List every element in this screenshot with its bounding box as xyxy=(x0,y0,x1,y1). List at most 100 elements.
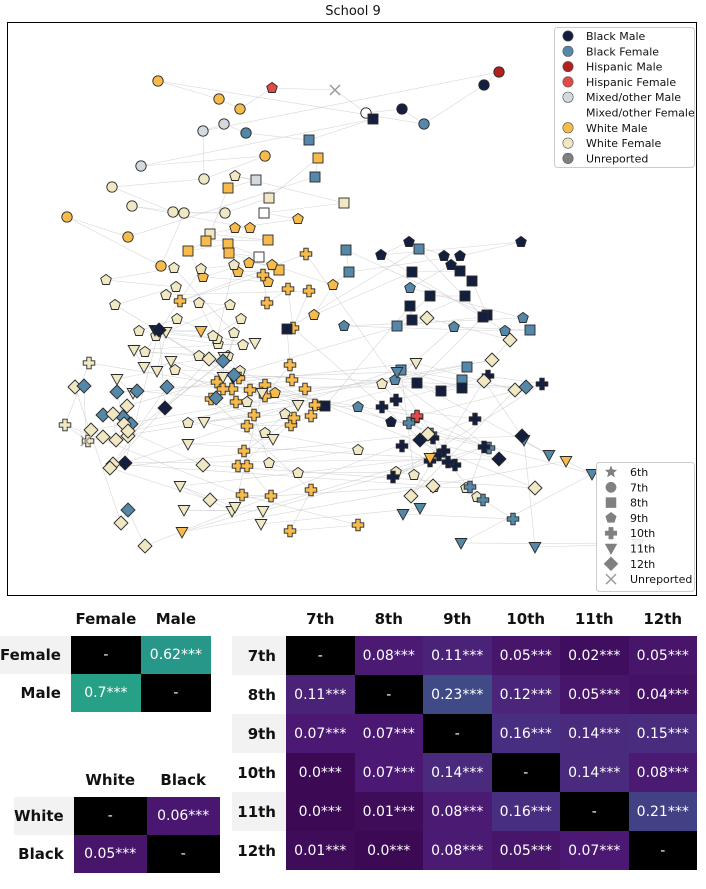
node xyxy=(409,358,423,370)
node xyxy=(200,235,212,247)
node xyxy=(266,434,280,446)
column-header: 11th xyxy=(560,602,629,636)
heatmap-cell: 0.01*** xyxy=(286,831,355,870)
edge xyxy=(416,416,490,449)
edge xyxy=(183,509,233,512)
edge xyxy=(232,377,593,475)
edge xyxy=(112,386,168,465)
node xyxy=(515,235,527,247)
node xyxy=(256,506,270,518)
node xyxy=(120,423,136,439)
node xyxy=(106,181,118,193)
node xyxy=(279,407,291,419)
legend-label: Hispanic Male xyxy=(586,61,663,74)
node xyxy=(177,505,191,517)
node xyxy=(263,192,275,204)
edge xyxy=(400,369,463,381)
node xyxy=(175,527,189,539)
node xyxy=(291,400,305,412)
node xyxy=(406,314,418,326)
node xyxy=(517,311,529,323)
race-heatmap: White Black White -0.06*** Black 0.05*** - xyxy=(14,763,220,873)
edge xyxy=(289,524,359,532)
edge xyxy=(246,417,295,427)
node xyxy=(283,524,297,538)
edge xyxy=(144,433,429,547)
node xyxy=(413,243,425,255)
node xyxy=(108,432,124,448)
node xyxy=(454,538,468,550)
node xyxy=(396,103,408,115)
row-header: Female xyxy=(0,636,71,674)
edge xyxy=(224,197,270,214)
node xyxy=(178,207,190,219)
legend-label: 7th xyxy=(630,481,648,494)
edge xyxy=(187,438,274,445)
edge xyxy=(187,243,229,252)
legend-swatch xyxy=(604,543,618,556)
plot-frame xyxy=(7,22,697,596)
edge xyxy=(109,467,211,501)
node xyxy=(585,469,599,481)
node xyxy=(448,320,460,332)
edge xyxy=(131,205,251,229)
edge xyxy=(124,362,417,464)
heatmap-row: Black 0.05*** - xyxy=(14,835,220,873)
node xyxy=(477,311,489,323)
edge xyxy=(157,80,425,125)
edge xyxy=(160,212,185,267)
sex-heatmap: Female Male Female -0.62*** Male 0.7*** - xyxy=(0,602,211,712)
node xyxy=(139,345,151,357)
edge xyxy=(264,432,359,451)
column-header: Female xyxy=(70,602,141,636)
node xyxy=(117,455,133,471)
corner-cell xyxy=(232,602,286,636)
legend-swatch xyxy=(605,511,617,523)
legend-swatch xyxy=(605,481,617,493)
chart-title: School 9 xyxy=(325,4,381,19)
node xyxy=(194,326,208,338)
node xyxy=(266,81,278,93)
node xyxy=(287,411,301,425)
edge xyxy=(109,358,210,469)
node xyxy=(281,282,295,296)
node xyxy=(476,493,490,507)
legend-box xyxy=(596,462,695,592)
edge xyxy=(313,284,334,316)
node xyxy=(389,373,401,385)
heatmap-cell: 0.07*** xyxy=(354,714,423,753)
heatmap-cell: 0.12*** xyxy=(491,675,560,714)
node xyxy=(493,66,505,78)
column-header: 7th xyxy=(286,602,355,636)
node xyxy=(105,406,121,422)
edge xyxy=(209,187,229,235)
legend-swatch xyxy=(562,152,574,164)
node xyxy=(441,455,455,469)
grade-heatmap: 7th 8th 9th 10th 11th 12th 7th -0.08*** 0.11*** 0… xyxy=(232,602,697,870)
node xyxy=(403,235,415,247)
edge xyxy=(262,446,485,512)
node xyxy=(241,395,253,407)
node xyxy=(159,379,175,395)
node xyxy=(235,312,247,324)
node xyxy=(425,478,441,494)
node xyxy=(273,264,285,276)
corner-cell xyxy=(14,763,74,797)
edge xyxy=(109,433,429,469)
node xyxy=(255,388,269,400)
node xyxy=(518,379,534,395)
node xyxy=(352,443,364,455)
node xyxy=(122,231,134,243)
node xyxy=(160,288,172,300)
row-header: 10th xyxy=(232,753,286,792)
node xyxy=(319,400,331,412)
node xyxy=(247,408,261,422)
edge xyxy=(90,359,493,431)
edge xyxy=(459,241,522,257)
edge xyxy=(237,269,280,273)
heatmap-cell: 0.16*** xyxy=(491,714,560,753)
heatmap-cell: 0.62*** xyxy=(140,636,211,674)
heatmap-cell: 0.08*** xyxy=(628,753,697,792)
node xyxy=(524,324,536,336)
edge xyxy=(400,369,463,389)
